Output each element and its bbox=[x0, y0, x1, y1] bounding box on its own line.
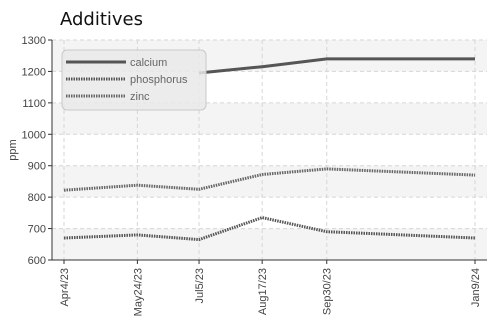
series-line-phosphorus bbox=[63, 216, 476, 242]
y-tick-label: 1100 bbox=[22, 98, 46, 110]
legend-label-zinc[interactable]: zinc bbox=[130, 91, 150, 103]
y-tick-label: 900 bbox=[28, 161, 46, 173]
chart-title: Additives bbox=[60, 9, 143, 30]
y-tick-labels: 600 700 800 900 1000 1100 1200 1300 bbox=[22, 35, 46, 267]
legend-box bbox=[61, 49, 207, 111]
x-tick-label: May24/23 bbox=[132, 268, 144, 316]
legend-label-calcium[interactable]: calcium bbox=[130, 57, 167, 69]
y-tick-label: 1000 bbox=[22, 129, 46, 141]
y-axis-label: ppm bbox=[7, 139, 19, 160]
x-tick-label: Jan9/24 bbox=[470, 268, 482, 307]
legend[interactable]: calcium phosphorus zinc bbox=[61, 49, 207, 111]
x-tick-labels: Apr4/23 May24/23 Jul5/23 Aug17/23 Sep30/23 Ja… bbox=[59, 268, 482, 316]
x-tick-label: Jul5/23 bbox=[194, 268, 206, 303]
series-line-calcium bbox=[198, 57, 475, 75]
y-tick-label: 1200 bbox=[22, 66, 46, 78]
y-tick-label: 1300 bbox=[22, 35, 46, 47]
y-tick-label: 800 bbox=[28, 192, 46, 204]
y-tick-label: 700 bbox=[28, 224, 46, 236]
series-line-zinc bbox=[63, 167, 476, 192]
series-lines bbox=[63, 57, 476, 242]
x-tick-label: Sep30/23 bbox=[322, 268, 334, 315]
axes bbox=[48, 39, 487, 264]
y-tick-label: 600 bbox=[28, 255, 46, 267]
x-tick-label: Aug17/23 bbox=[257, 268, 269, 315]
legend-label-phosphorus[interactable]: phosphorus bbox=[130, 74, 188, 86]
x-tick-label: Apr4/23 bbox=[59, 268, 71, 307]
background-band bbox=[52, 165, 487, 198]
background-band bbox=[52, 228, 487, 260]
